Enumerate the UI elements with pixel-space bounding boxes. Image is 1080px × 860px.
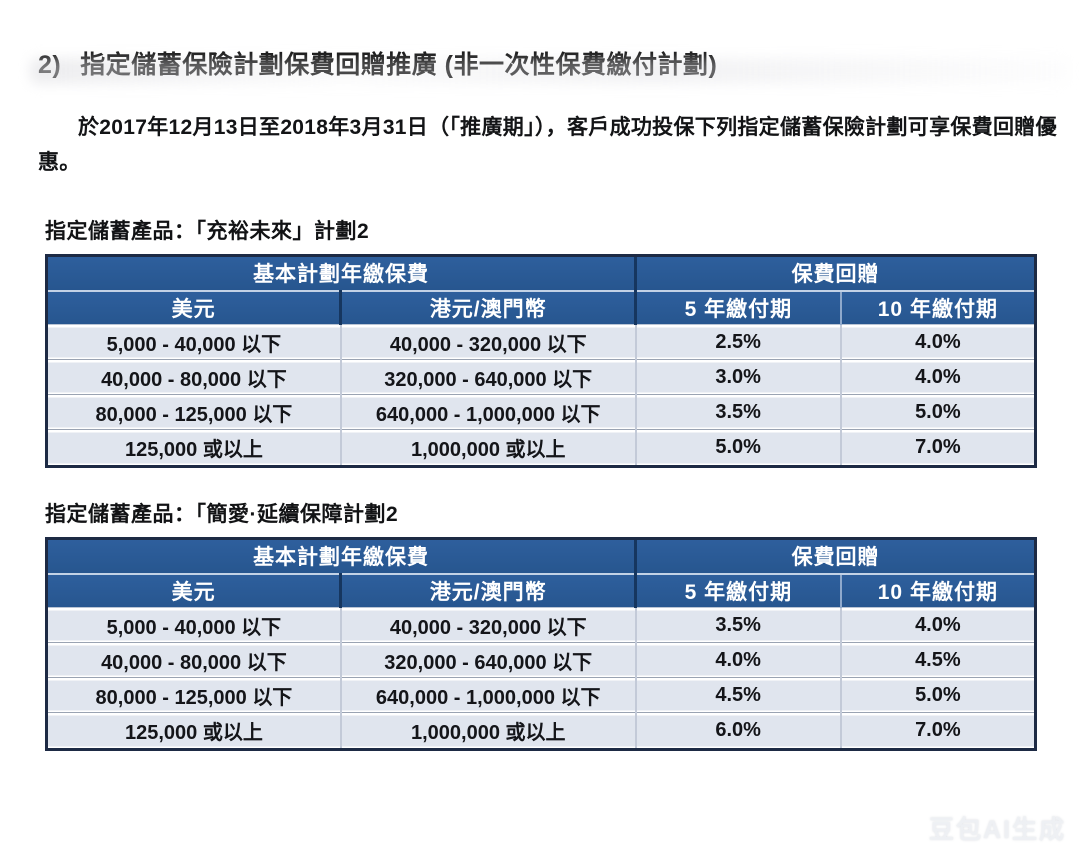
table-1: 基本計劃年繳保費 保費回贈 美元 港元/澳門幣 5 年繳付期 10 年繳付期 5… xyxy=(48,256,1034,465)
col-header-hkd-mop: 港元/澳門幣 xyxy=(339,290,636,326)
hkd-range: 320,000 - 640,000 以下 xyxy=(339,359,636,396)
table-1-group-header-row: 基本計劃年繳保費 保費回贈 xyxy=(48,256,1034,292)
section-heading: 2) 指定儲蓄保險計劃保費回贈推廣 (非一次性保費繳付計劃) xyxy=(38,50,1060,80)
table-row: 40,000 - 80,000 以下 320,000 - 640,000 以下 … xyxy=(48,642,1034,679)
rebate-5yr: 3.5% xyxy=(634,394,841,431)
table-2-title: 指定儲蓄產品：「簡愛·延續保障計劃2 xyxy=(45,502,399,526)
heading-number: 2) xyxy=(38,51,62,79)
col-header-10yr-payment: 10 年繳付期 xyxy=(839,573,1034,609)
rebate-10yr: 4.5% xyxy=(839,642,1034,679)
usd-range: 80,000 - 125,000 以下 xyxy=(48,677,341,714)
premium-rebate-table-1: 基本計劃年繳保費 保費回贈 美元 港元/澳門幣 5 年繳付期 10 年繳付期 5… xyxy=(45,253,1037,468)
table-row: 5,000 - 40,000 以下 40,000 - 320,000 以下 2.… xyxy=(48,324,1034,361)
rebate-5yr: 4.0% xyxy=(634,642,841,679)
rebate-5yr: 6.0% xyxy=(634,712,841,748)
col-header-10yr-payment: 10 年繳付期 xyxy=(839,290,1034,326)
rebate-5yr: 2.5% xyxy=(634,324,841,361)
hkd-range: 640,000 - 1,000,000 以下 xyxy=(339,677,636,714)
heading-text: 指定儲蓄保險計劃保費回贈推廣 (非一次性保費繳付計劃) xyxy=(80,51,718,79)
table-1-column-header-row: 美元 港元/澳門幣 5 年繳付期 10 年繳付期 xyxy=(48,290,1034,326)
intro-paragraph: 於2017年12月13日至2018年3月31日（「推廣期」），客戶成功投保下列指… xyxy=(38,116,1057,175)
hkd-range: 1,000,000 或以上 xyxy=(339,429,636,465)
col-header-hkd-mop: 港元/澳門幣 xyxy=(339,573,636,609)
table-row: 80,000 - 125,000 以下 640,000 - 1,000,000 … xyxy=(48,677,1034,714)
table-row: 125,000 或以上 1,000,000 或以上 5.0% 7.0% xyxy=(48,429,1034,465)
rebate-10yr: 7.0% xyxy=(839,429,1034,465)
usd-range: 125,000 或以上 xyxy=(48,429,341,465)
group-header-annual-premium: 基本計劃年繳保費 xyxy=(48,256,636,292)
table-2-column-header-row: 美元 港元/澳門幣 5 年繳付期 10 年繳付期 xyxy=(48,573,1034,609)
rebate-10yr: 4.0% xyxy=(839,324,1034,361)
rebate-5yr: 5.0% xyxy=(634,429,841,465)
col-header-5yr-payment: 5 年繳付期 xyxy=(634,290,841,326)
col-header-usd: 美元 xyxy=(48,573,341,609)
usd-range: 5,000 - 40,000 以下 xyxy=(48,607,341,644)
table-2-group-header-row: 基本計劃年繳保費 保費回贈 xyxy=(48,539,1034,575)
hkd-range: 40,000 - 320,000 以下 xyxy=(339,607,636,644)
rebate-10yr: 5.0% xyxy=(839,677,1034,714)
rebate-10yr: 5.0% xyxy=(839,394,1034,431)
usd-range: 80,000 - 125,000 以下 xyxy=(48,394,341,431)
usd-range: 125,000 或以上 xyxy=(48,712,341,748)
usd-range: 40,000 - 80,000 以下 xyxy=(48,359,341,396)
watermark: 豆包AI生成 xyxy=(928,816,1066,844)
col-header-5yr-payment: 5 年繳付期 xyxy=(634,573,841,609)
rebate-10yr: 7.0% xyxy=(839,712,1034,748)
rebate-10yr: 4.0% xyxy=(839,359,1034,396)
group-header-premium-rebate: 保費回贈 xyxy=(634,256,1034,292)
usd-range: 40,000 - 80,000 以下 xyxy=(48,642,341,679)
col-header-usd: 美元 xyxy=(48,290,341,326)
table-row: 80,000 - 125,000 以下 640,000 - 1,000,000 … xyxy=(48,394,1034,431)
rebate-5yr: 4.5% xyxy=(634,677,841,714)
table-row: 40,000 - 80,000 以下 320,000 - 640,000 以下 … xyxy=(48,359,1034,396)
usd-range: 5,000 - 40,000 以下 xyxy=(48,324,341,361)
hkd-range: 40,000 - 320,000 以下 xyxy=(339,324,636,361)
group-header-annual-premium: 基本計劃年繳保費 xyxy=(48,539,636,575)
table-2: 基本計劃年繳保費 保費回贈 美元 港元/澳門幣 5 年繳付期 10 年繳付期 5… xyxy=(48,539,1034,748)
rebate-10yr: 4.0% xyxy=(839,607,1034,644)
hkd-range: 1,000,000 或以上 xyxy=(339,712,636,748)
group-header-premium-rebate: 保費回贈 xyxy=(634,539,1034,575)
table-row: 125,000 或以上 1,000,000 或以上 6.0% 7.0% xyxy=(48,712,1034,748)
table-1-title: 指定儲蓄產品：「充裕未來」計劃2 xyxy=(45,219,370,243)
premium-rebate-table-2: 基本計劃年繳保費 保費回贈 美元 港元/澳門幣 5 年繳付期 10 年繳付期 5… xyxy=(45,536,1037,751)
hkd-range: 320,000 - 640,000 以下 xyxy=(339,642,636,679)
hkd-range: 640,000 - 1,000,000 以下 xyxy=(339,394,636,431)
rebate-5yr: 3.0% xyxy=(634,359,841,396)
table-row: 5,000 - 40,000 以下 40,000 - 320,000 以下 3.… xyxy=(48,607,1034,644)
rebate-5yr: 3.5% xyxy=(634,607,841,644)
